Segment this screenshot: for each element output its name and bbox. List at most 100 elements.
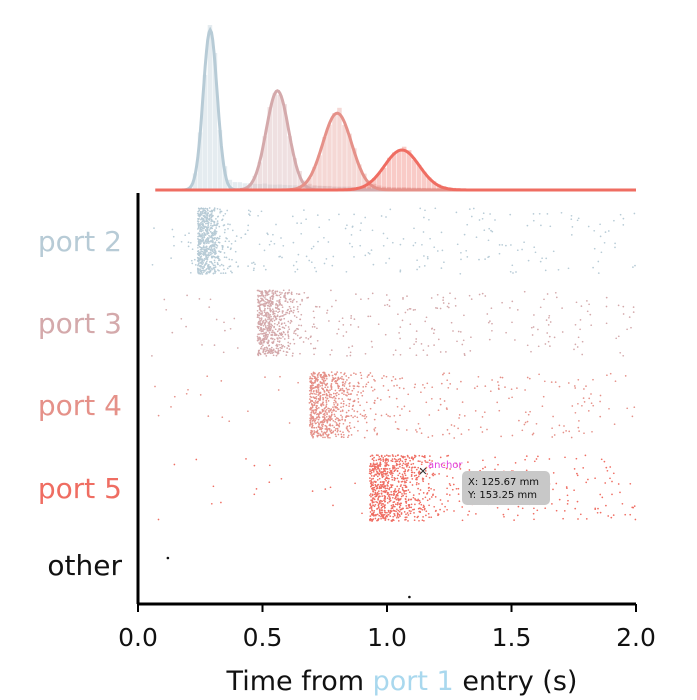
raster-point [276, 340, 279, 343]
raster-point [502, 513, 505, 516]
raster-point [558, 498, 561, 501]
raster-point [419, 501, 422, 504]
raster-point [274, 290, 277, 293]
raster-point [295, 300, 298, 303]
raster-point [341, 416, 344, 418]
raster-point [215, 223, 218, 226]
raster-point [197, 260, 200, 263]
marginal-bar [327, 185, 332, 190]
raster-point [562, 431, 565, 434]
raster-point [188, 232, 190, 235]
raster-point [279, 375, 281, 378]
raster-point [205, 254, 207, 256]
raster-point [260, 210, 263, 213]
raster-point [309, 408, 312, 411]
raster-point [399, 337, 401, 340]
raster-point [533, 518, 535, 521]
raster-point [415, 340, 417, 343]
raster-point [195, 458, 198, 461]
raster-point [345, 387, 348, 390]
raster-point [392, 503, 395, 506]
raster-point [386, 477, 389, 480]
marginal-bar [297, 171, 302, 190]
raster-point [259, 290, 262, 293]
raster-point [567, 382, 570, 384]
raster-point [551, 436, 554, 438]
raster-point [343, 385, 346, 387]
marginal-bar [322, 185, 327, 190]
raster-point [313, 353, 315, 356]
raster-point [206, 267, 208, 270]
raster-point [231, 271, 233, 274]
raster-point [617, 304, 620, 307]
raster-point [583, 401, 586, 403]
raster-point [441, 249, 444, 252]
raster-point [394, 378, 397, 380]
raster-point [359, 404, 361, 407]
raster-point [583, 388, 585, 390]
raster-point [210, 222, 212, 225]
raster-point [425, 461, 427, 464]
raster-point [262, 314, 265, 317]
raster-point [439, 398, 442, 400]
raster-point [309, 387, 312, 389]
raster-point [210, 210, 212, 213]
raster-point [419, 511, 422, 514]
raster-point [292, 306, 295, 308]
raster-point [386, 468, 389, 470]
raster-point [348, 388, 350, 391]
raster-point [338, 422, 341, 425]
raster-point [566, 494, 569, 497]
raster-point [482, 467, 484, 470]
raster-point [344, 383, 346, 385]
raster-point [603, 241, 606, 244]
raster-point [368, 507, 371, 510]
raster-point [419, 471, 421, 474]
raster-point [389, 499, 392, 502]
marginal-bar [312, 186, 317, 190]
raster-point [422, 349, 425, 352]
raster-point [424, 209, 426, 212]
raster-point [328, 407, 331, 410]
raster-point [311, 426, 313, 429]
raster-point [201, 258, 204, 261]
raster-point [397, 489, 400, 492]
raster-point [610, 516, 613, 519]
raster-point [481, 431, 484, 433]
raster-point [267, 350, 270, 352]
raster-point [262, 341, 265, 344]
raster-point [434, 496, 437, 498]
raster-point [304, 330, 307, 333]
raster-point [373, 388, 376, 391]
raster-point [422, 492, 425, 494]
raster-point [457, 427, 459, 430]
raster-point [624, 375, 627, 377]
raster-point [348, 405, 350, 408]
raster-point [467, 428, 470, 431]
raster-point [399, 491, 401, 493]
raster-point [507, 508, 510, 511]
raster-point [279, 255, 281, 258]
raster-point [280, 343, 283, 346]
raster-point [561, 331, 564, 333]
raster-point [379, 398, 382, 401]
raster-point [414, 497, 416, 500]
raster-point [346, 391, 349, 394]
marginal-bar [272, 93, 277, 190]
raster-point [571, 405, 574, 407]
raster-point [533, 460, 536, 463]
raster-point [281, 310, 284, 312]
raster-point [209, 230, 212, 233]
raster-point [266, 298, 269, 301]
x-axis-label-highlight: port 1 [373, 666, 454, 697]
raster-point [196, 212, 199, 215]
raster-point [207, 239, 210, 241]
raster-point [579, 328, 581, 331]
raster-point [379, 512, 382, 515]
raster-point [210, 236, 213, 239]
raster-point [539, 260, 542, 263]
raster-point [202, 269, 204, 272]
raster-point [260, 332, 262, 335]
raster-point [328, 416, 331, 419]
raster-point [307, 338, 310, 340]
